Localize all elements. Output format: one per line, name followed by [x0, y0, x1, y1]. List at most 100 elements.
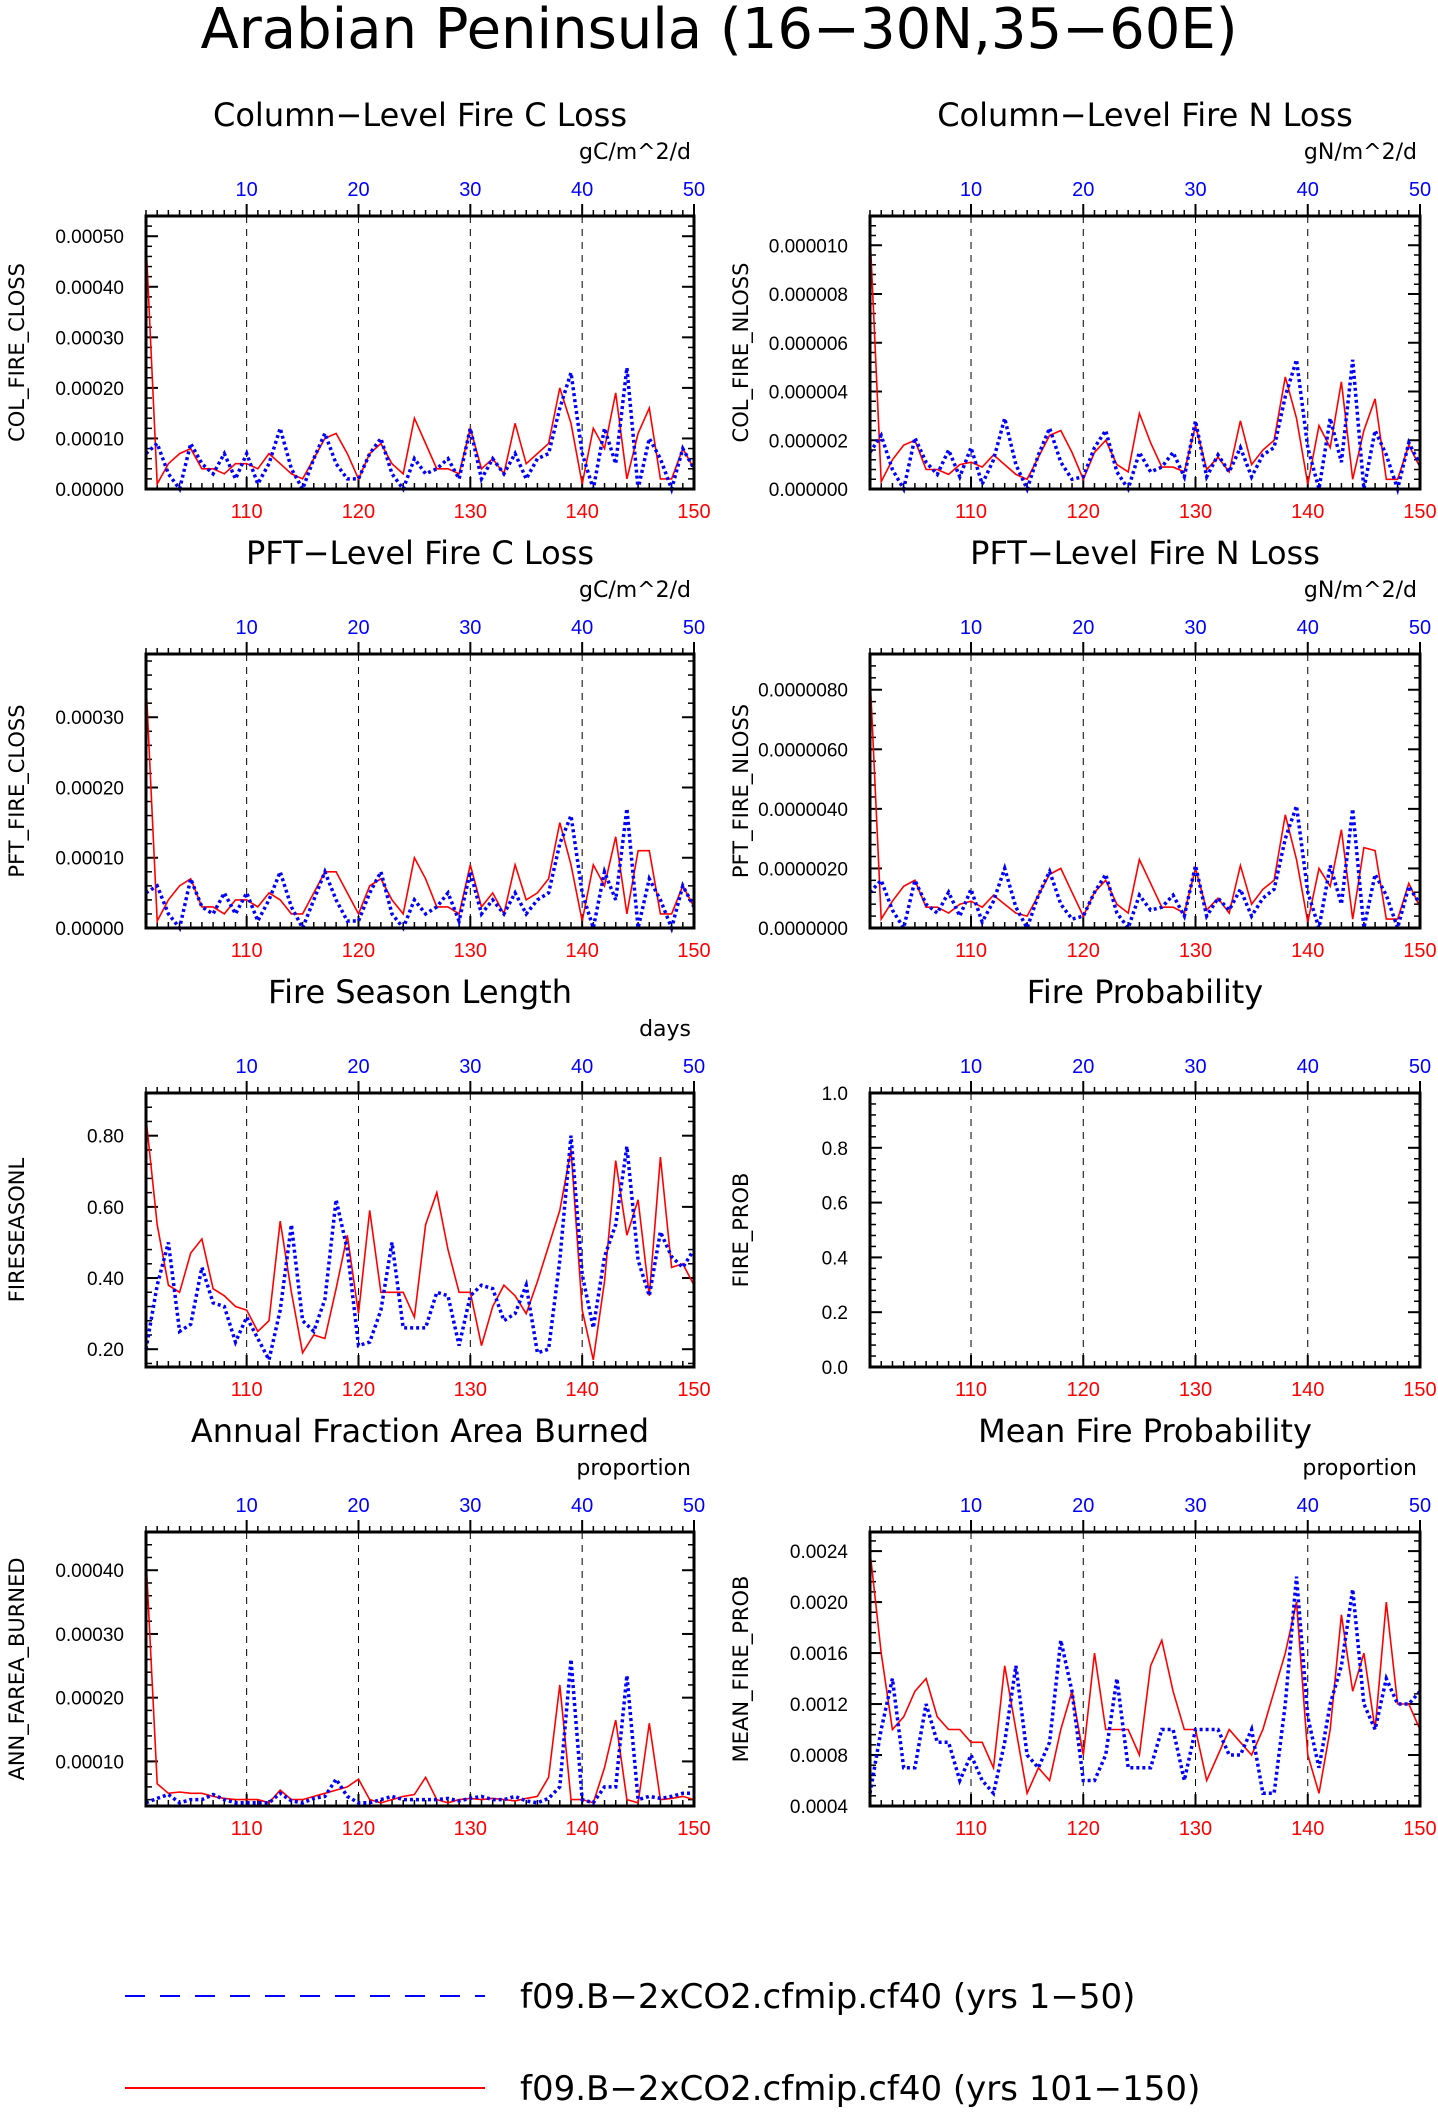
x-bottom-tick-label: 130 — [1179, 1818, 1212, 1840]
x-bottom-tick-label: 120 — [1067, 1818, 1100, 1840]
chart-panel-7: Annual Fraction Area Burned proportion ANN… — [5, 1412, 711, 1840]
y-tick-label: 0.0016 — [790, 1644, 848, 1665]
x-top-tick-label: 40 — [1297, 179, 1319, 201]
x-top-tick-label: 40 — [571, 1495, 593, 1517]
x-bottom-tick-label: 130 — [454, 501, 487, 523]
x-bottom-tick-label: 120 — [1067, 1379, 1100, 1401]
y-tick-label: 0.000004 — [769, 383, 849, 404]
series-line-yrs-1-50 — [144, 1135, 696, 1365]
x-bottom-tick-label: 150 — [1403, 501, 1436, 523]
y-tick-label: 0.0000080 — [758, 681, 848, 702]
y-tick-label: 0.0000060 — [758, 740, 848, 761]
chart-title: Fire Probability — [1027, 973, 1263, 1011]
units-label: gN/m^2/d — [1304, 140, 1417, 165]
plot-frame — [144, 1530, 696, 1808]
x-bottom-tick-label: 120 — [342, 1379, 375, 1401]
plot-frame — [144, 1091, 696, 1369]
y-tick-label: 0.6 — [822, 1194, 848, 1215]
x-bottom-tick-label: 130 — [454, 940, 487, 962]
series-line-yrs-101-150 — [145, 682, 695, 924]
legend-label-run-b: f09.B−2xCO2.cfmip.cf40 (yrs 101−150) — [520, 2069, 1200, 2109]
x-top-tick-label: 30 — [459, 179, 481, 201]
y-axis-label: MEAN_FIRE_PROB — [729, 1576, 754, 1763]
y-tick-label: 0.00010 — [55, 429, 124, 450]
x-bottom-tick-label: 110 — [231, 1818, 263, 1840]
plot-frame — [144, 652, 696, 930]
x-bottom-tick-label: 110 — [955, 1818, 987, 1840]
y-tick-label: 0.2 — [822, 1303, 848, 1324]
series-line-yrs-1-50 — [145, 1659, 694, 1805]
chart-panels: Column−Level Fire C Loss gC/m^2/d COL_FIRE… — [5, 96, 1437, 1840]
series-line-yrs-101-150 — [869, 674, 1421, 923]
y-tick-label: 0.0012 — [790, 1695, 848, 1716]
chart-title: Column−Level Fire N Loss — [937, 96, 1353, 134]
y-tick-label: 0.00010 — [55, 1752, 124, 1773]
x-top-tick-label: 20 — [1072, 179, 1094, 201]
chart-title: PFT−Level Fire N Loss — [970, 534, 1320, 572]
x-top-tick-label: 50 — [683, 179, 705, 201]
y-tick-label: 0.40 — [87, 1269, 124, 1290]
x-top-tick-label: 50 — [683, 617, 705, 639]
y-tick-label: 0.0004 — [790, 1797, 849, 1818]
x-bottom-tick-label: 150 — [1403, 940, 1436, 962]
series-line-yrs-101-150 — [869, 233, 1421, 485]
x-bottom-tick-label: 140 — [1291, 501, 1324, 523]
x-top-tick-label: 40 — [1297, 1495, 1319, 1517]
y-tick-label: 0.00000 — [55, 919, 124, 940]
x-bottom-tick-label: 150 — [677, 1379, 710, 1401]
x-bottom-tick-label: 150 — [677, 940, 710, 962]
x-bottom-tick-label: 130 — [454, 1379, 487, 1401]
x-top-tick-label: 50 — [683, 1495, 705, 1517]
x-top-tick-label: 50 — [683, 1056, 705, 1078]
x-top-tick-label: 10 — [960, 1495, 982, 1517]
chart-title: Mean Fire Probability — [978, 1412, 1312, 1450]
units-label: gC/m^2/d — [579, 140, 691, 165]
chart-title: PFT−Level Fire C Loss — [246, 534, 594, 572]
y-tick-label: 0.0024 — [790, 1542, 849, 1563]
x-top-tick-label: 20 — [347, 1495, 369, 1517]
x-top-tick-label: 50 — [1409, 1495, 1431, 1517]
x-bottom-tick-label: 150 — [677, 501, 710, 523]
chart-panel-5: Fire Season Length days FIRESEASONL 110 120 1… — [5, 973, 711, 1401]
x-bottom-tick-label: 130 — [454, 1818, 487, 1840]
y-tick-label: 0.00030 — [55, 1625, 124, 1646]
figure-title: Arabian Peninsula (16−30N,35−60E) — [200, 0, 1237, 62]
chart-panel-2: Column−Level Fire N Loss gN/m^2/d COL_FIRE… — [729, 96, 1437, 523]
x-top-tick-label: 30 — [1184, 179, 1206, 201]
y-tick-label: 0.8 — [822, 1139, 848, 1160]
x-bottom-tick-label: 110 — [231, 1379, 263, 1401]
series-line-yrs-101-150 — [145, 1557, 695, 1804]
x-top-tick-label: 40 — [571, 179, 593, 201]
x-top-tick-label: 30 — [1184, 617, 1206, 639]
y-axis-label: FIRESEASONL — [5, 1158, 29, 1303]
units-label: gN/m^2/d — [1304, 578, 1417, 603]
y-axis-label: PFT_FIRE_NLOSS — [729, 704, 754, 878]
x-bottom-tick-label: 140 — [565, 1818, 598, 1840]
y-tick-label: 0.4 — [822, 1248, 849, 1269]
x-top-tick-label: 40 — [1297, 1056, 1319, 1078]
chart-panel-6: Fire Probability FIRE_PROB 110 120 130 140 150… — [729, 973, 1437, 1401]
x-bottom-tick-label: 130 — [1179, 501, 1212, 523]
y-tick-label: 0.00020 — [55, 778, 124, 799]
plot-frame — [868, 214, 1422, 491]
y-tick-label: 0.000002 — [769, 431, 848, 452]
x-top-tick-label: 50 — [1409, 1056, 1431, 1078]
x-top-tick-label: 30 — [459, 617, 481, 639]
chart-panel-3: PFT−Level Fire C Loss gC/m^2/d PFT_FIRE_CL… — [5, 534, 711, 962]
y-tick-label: 0.00030 — [55, 328, 124, 349]
x-bottom-tick-label: 120 — [342, 501, 375, 523]
plot-frame — [868, 1530, 1422, 1808]
legend-label-run-a: f09.B−2xCO2.cfmip.cf40 (yrs 1−50) — [520, 1977, 1135, 2017]
x-bottom-tick-label: 110 — [955, 940, 987, 962]
plot-frame — [144, 214, 696, 491]
y-tick-label: 0.0020 — [790, 1593, 848, 1614]
x-top-tick-label: 10 — [236, 1056, 258, 1078]
y-axis-label: PFT_FIRE_CLOSS — [5, 704, 30, 877]
x-bottom-tick-label: 140 — [565, 940, 598, 962]
y-tick-label: 0.0000020 — [758, 859, 848, 880]
x-top-tick-label: 20 — [1072, 617, 1094, 639]
y-axis-label: ANN_FAREA_BURNED — [5, 1557, 30, 1780]
x-bottom-tick-label: 110 — [955, 1379, 987, 1401]
y-axis-label: COL_FIRE_CLOSS — [5, 263, 30, 442]
